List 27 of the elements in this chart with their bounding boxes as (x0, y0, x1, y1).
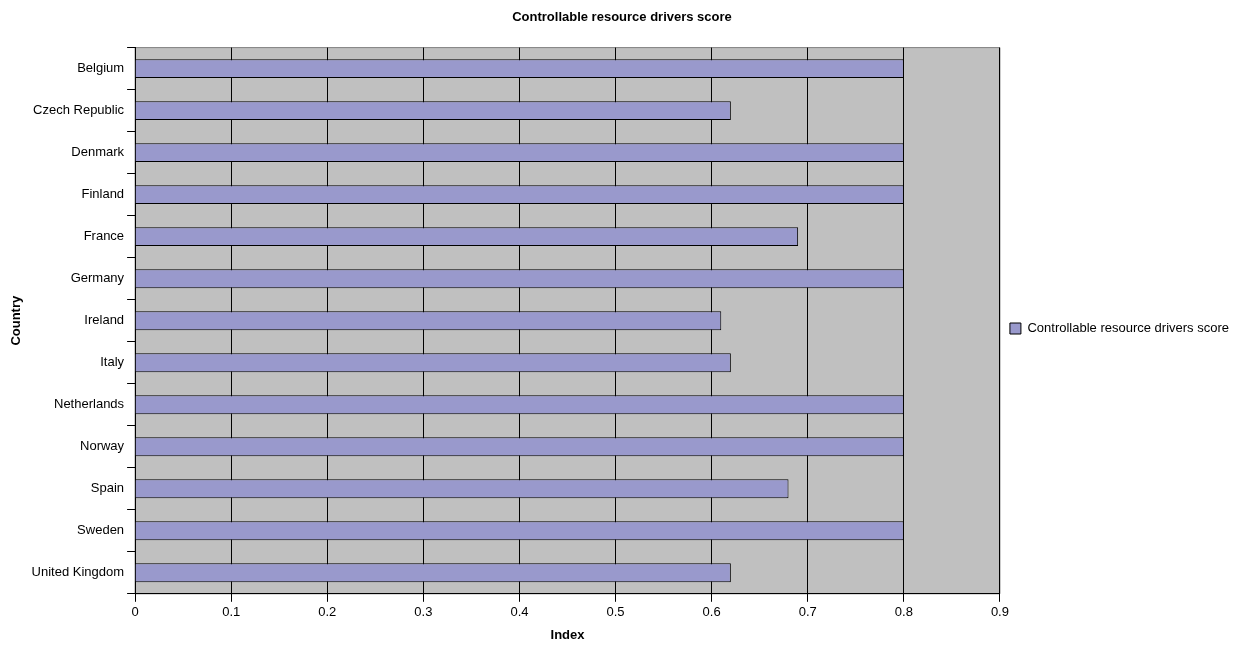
y-tick-label: Spain (90, 480, 125, 496)
x-tick-label: 0.6 (702, 604, 721, 620)
y-tick-label: Belgium (77, 60, 125, 76)
y-tick-label: Italy (100, 354, 125, 370)
y-tick-label: Norway (80, 438, 125, 454)
y-tick-label: Finland (81, 186, 125, 202)
x-tick-label: 0.3 (414, 604, 433, 620)
y-tick-label: Ireland (84, 312, 125, 328)
y-tick-label: Czech Republic (33, 102, 125, 118)
x-tick-label: 0.8 (894, 604, 913, 620)
x-tick-label: 0.7 (798, 604, 817, 620)
x-tick-label: 0 (131, 604, 139, 620)
chart-title: Controllable resource drivers score (512, 9, 732, 25)
x-tick-label: 0.5 (606, 604, 625, 620)
x-tick-label: 0.4 (510, 604, 529, 620)
y-tick-label: France (83, 228, 125, 244)
y-axis-title: Country (8, 295, 24, 346)
y-tick-label: Germany (70, 270, 125, 286)
x-axis-title: Index (550, 626, 586, 642)
x-tick-label: 0.9 (990, 604, 1009, 620)
y-tick-label: Denmark (71, 144, 125, 160)
x-tick-label: 0.1 (222, 604, 241, 620)
legend-label: Controllable resource drivers score (1027, 320, 1230, 336)
x-tick-label: 0.2 (318, 604, 337, 620)
y-tick-label: United Kingdom (31, 564, 125, 580)
y-tick-label: Netherlands (53, 396, 125, 412)
y-tick-label: Sweden (77, 522, 125, 538)
